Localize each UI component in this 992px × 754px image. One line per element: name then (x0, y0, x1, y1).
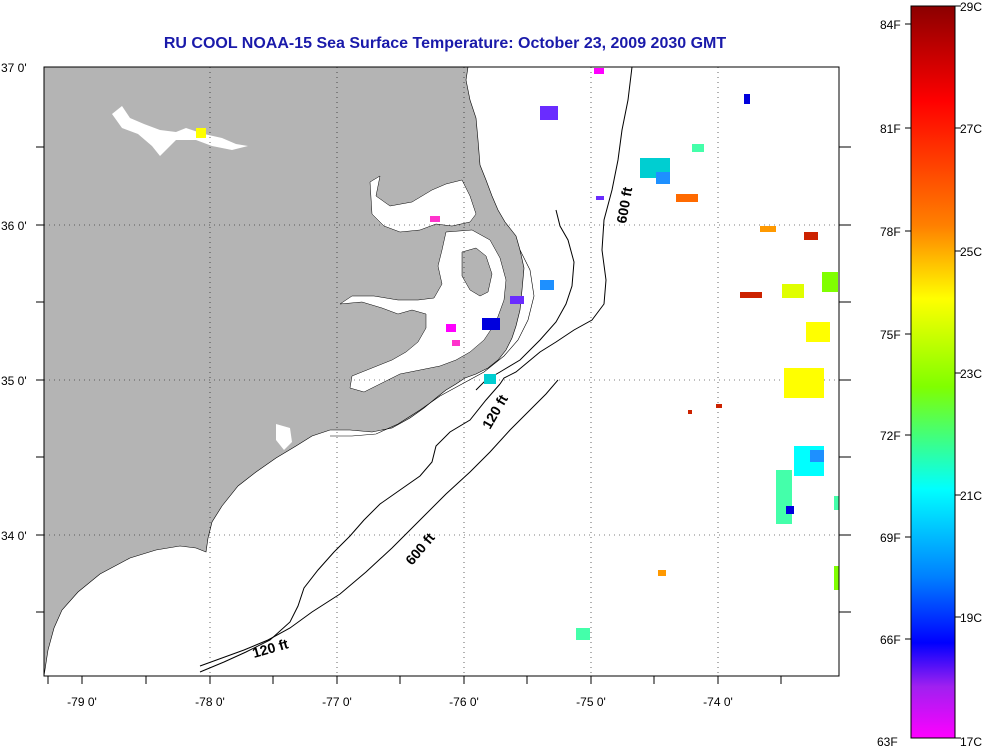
sst-patch (482, 318, 500, 330)
longitude-label: -77 0' (322, 695, 352, 709)
sst-patch (484, 374, 496, 384)
sst-patch (676, 194, 698, 202)
sst-patch (594, 68, 604, 74)
contour-600ft-north (499, 67, 633, 385)
sst-patch (716, 404, 722, 408)
sst-patch (834, 496, 839, 510)
colorbar-celsius-label: 19C (960, 611, 982, 625)
sst-patch (540, 106, 558, 120)
map-frame (43, 66, 840, 677)
longitude-label: -79 0' (67, 695, 97, 709)
sst-patch (658, 570, 666, 576)
colorbar-celsius-label: 17C (960, 735, 982, 749)
coastal-inlet (276, 424, 292, 450)
colorbar-fahrenheit-label: 84F (880, 18, 901, 32)
sst-patch (430, 216, 440, 222)
colorbar-celsius-label: 27C (960, 122, 982, 136)
colorbar-celsius-label: 23C (960, 367, 982, 381)
latitude-label: 35 0' (1, 374, 27, 388)
contour-120ft-south (199, 383, 501, 673)
sst-patch (656, 172, 670, 184)
colorbar-fahrenheit-label: 72F (880, 429, 901, 443)
colorbar-ticks (905, 5, 961, 739)
colorbar-fahrenheit-label: 81F (880, 122, 901, 136)
inland-lake (112, 106, 248, 156)
map-title: RU COOL NOAA-15 Sea Surface Temperature:… (163, 35, 727, 52)
latitude-label: 37 0' (1, 61, 27, 75)
sst-patch (740, 292, 762, 298)
contour-120ft-north (475, 209, 575, 391)
sst-patch (540, 280, 554, 290)
sst-patch (596, 196, 604, 200)
sst-patch (782, 284, 804, 298)
sst-patch (452, 340, 460, 346)
colorbar (910, 5, 956, 739)
longitude-label: -76 0' (449, 695, 479, 709)
longitude-label: -78 0' (195, 695, 225, 709)
colorbar-fahrenheit-label: 78F (880, 225, 901, 239)
colorbar-fahrenheit-label: 63F (877, 735, 898, 749)
sst-patch (688, 410, 692, 414)
sst-patch (196, 128, 206, 138)
coast-fringe-outer (330, 249, 535, 437)
sst-patch (786, 506, 794, 514)
sst-patch (776, 470, 792, 524)
axis-ticks (36, 146, 851, 684)
sst-patch (760, 226, 776, 232)
colorbar-celsius-label: 21C (960, 489, 982, 503)
colorbar-fahrenheit-label: 66F (880, 633, 901, 647)
longitude-label: -75 0' (576, 695, 606, 709)
albemarle-sound (369, 175, 477, 233)
colorbar-celsius-label: 29C (960, 0, 982, 14)
latitude-label: 34 0' (1, 529, 27, 543)
longitude-label: -74 0' (703, 695, 733, 709)
colorbar-celsius-label: 25C (960, 245, 982, 259)
sst-patch (692, 144, 704, 152)
sst-patch (784, 368, 824, 398)
sst-patch (806, 322, 830, 342)
land-island (461, 247, 493, 297)
sst-patch (576, 628, 590, 640)
sst-patch (510, 296, 524, 304)
latitude-label: 36 0' (1, 219, 27, 233)
sst-patch (822, 272, 838, 292)
sst-patch (834, 566, 839, 590)
sst-patch (804, 232, 818, 240)
sst-patch (744, 94, 750, 104)
contour-label: 600 ft (613, 185, 635, 224)
colorbar-fahrenheit-label: 69F (880, 531, 901, 545)
colorbar-fahrenheit-label: 75F (880, 328, 901, 342)
contour-600ft-south (199, 379, 559, 667)
sst-patches (196, 68, 839, 640)
sst-patch (810, 450, 824, 462)
sst-patch (446, 324, 456, 332)
